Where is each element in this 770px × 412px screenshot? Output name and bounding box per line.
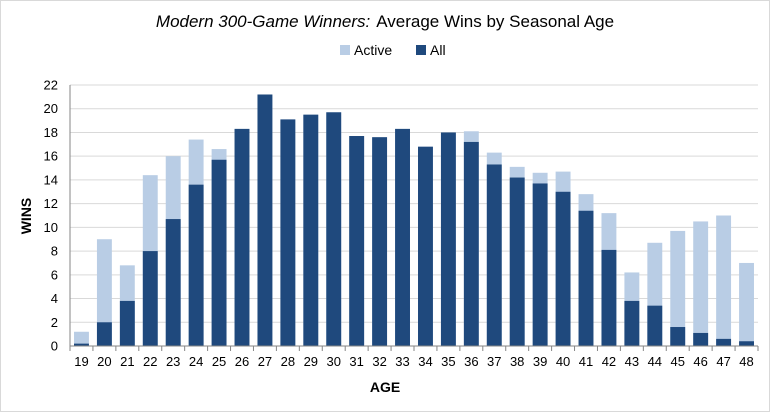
x-tick-label: 30 bbox=[326, 354, 340, 369]
gridlines bbox=[70, 84, 758, 323]
bar-all bbox=[142, 251, 158, 346]
bar-all bbox=[211, 159, 227, 346]
x-tick-label: 41 bbox=[579, 354, 593, 369]
x-tick-label: 32 bbox=[372, 354, 386, 369]
x-tick-label: 21 bbox=[120, 354, 134, 369]
bar-active bbox=[96, 239, 112, 346]
legend-swatch bbox=[340, 45, 350, 55]
bar-all bbox=[349, 136, 365, 346]
bar-all bbox=[440, 132, 456, 346]
y-tick-label: 6 bbox=[51, 267, 58, 282]
bar-all bbox=[509, 177, 525, 346]
x-tick-label: 43 bbox=[625, 354, 639, 369]
x-tick-label: 20 bbox=[97, 354, 111, 369]
chart-title-rest: Average Wins by Seasonal Age bbox=[376, 12, 614, 31]
x-tick-label: 23 bbox=[166, 354, 180, 369]
bar-active bbox=[74, 331, 89, 346]
bar-all bbox=[326, 112, 342, 346]
bar-all bbox=[165, 219, 181, 346]
bar-all bbox=[463, 141, 479, 346]
bar-all bbox=[532, 183, 548, 346]
y-tick-label: 0 bbox=[51, 339, 58, 354]
legend: Active All bbox=[340, 42, 446, 58]
bar-all bbox=[418, 146, 433, 346]
x-tick-label: 27 bbox=[258, 354, 272, 369]
x-tick-label: 44 bbox=[648, 354, 662, 369]
y-tick-label: 2 bbox=[51, 315, 58, 330]
x-axis-label: AGE bbox=[370, 379, 400, 395]
bar-all bbox=[74, 343, 89, 346]
bar-all bbox=[303, 114, 319, 346]
x-tick-label: 48 bbox=[739, 354, 753, 369]
x-tick-label: 28 bbox=[281, 354, 295, 369]
bar-all bbox=[739, 341, 754, 346]
bar-all bbox=[716, 338, 732, 346]
y-tick-label: 8 bbox=[51, 244, 58, 259]
x-tick-label: 31 bbox=[349, 354, 363, 369]
bar-all bbox=[601, 249, 617, 346]
x-tick-label: 22 bbox=[143, 354, 157, 369]
bar-all bbox=[280, 119, 296, 347]
x-tick-label: 19 bbox=[74, 354, 88, 369]
y-axis-label: WINS bbox=[18, 198, 34, 235]
bar-all bbox=[96, 322, 112, 346]
y-tick-label: 4 bbox=[51, 291, 58, 306]
x-tick-label: 46 bbox=[693, 354, 707, 369]
x-tick-label: 45 bbox=[670, 354, 684, 369]
bar-all bbox=[624, 300, 640, 346]
x-tick-label: 37 bbox=[487, 354, 501, 369]
bar-active bbox=[670, 230, 686, 346]
y-tick-label: 22 bbox=[44, 78, 58, 93]
bar-all bbox=[395, 128, 410, 346]
chart-title-italic: Modern 300-Game Winners: bbox=[156, 12, 371, 31]
bar-all bbox=[486, 164, 502, 346]
bar-all bbox=[372, 137, 388, 346]
x-tick-label: 36 bbox=[464, 354, 478, 369]
y-tick-label: 16 bbox=[44, 149, 58, 164]
y-tick-label: 20 bbox=[44, 101, 58, 116]
bar-all bbox=[670, 327, 686, 346]
x-tick-label: 26 bbox=[235, 354, 249, 369]
x-tick-label: 24 bbox=[189, 354, 203, 369]
legend-swatch bbox=[416, 45, 426, 55]
bar-all bbox=[555, 191, 571, 346]
bars bbox=[74, 94, 754, 347]
bar-active bbox=[716, 215, 732, 346]
y-tick-label: 14 bbox=[44, 172, 58, 187]
x-tick-label: 35 bbox=[441, 354, 455, 369]
x-tick-label: 34 bbox=[418, 354, 432, 369]
x-tick-label: 40 bbox=[556, 354, 570, 369]
legend-label: All bbox=[430, 42, 446, 58]
legend-label: Active bbox=[354, 42, 392, 58]
x-tick-label: 33 bbox=[395, 354, 409, 369]
bar-all bbox=[647, 305, 663, 346]
bar-all bbox=[693, 332, 709, 346]
x-tick-label: 42 bbox=[602, 354, 616, 369]
y-tick-label: 18 bbox=[44, 125, 58, 140]
bar-all bbox=[234, 128, 250, 346]
x-tick-label: 25 bbox=[212, 354, 226, 369]
bar-active bbox=[693, 221, 709, 346]
x-tick-label: 39 bbox=[533, 354, 547, 369]
bar-all bbox=[257, 94, 273, 346]
y-tick-label: 12 bbox=[44, 196, 58, 211]
bar-all bbox=[188, 184, 204, 346]
bar-all bbox=[119, 300, 135, 346]
bar-all bbox=[578, 210, 594, 346]
x-tick-label: 29 bbox=[304, 354, 318, 369]
bar-active bbox=[739, 262, 754, 346]
x-tick-label: 38 bbox=[510, 354, 524, 369]
y-tick-label: 10 bbox=[44, 220, 58, 235]
chart-title: Modern 300-Game Winners: Average Wins by … bbox=[156, 12, 614, 31]
x-tick-label: 47 bbox=[716, 354, 730, 369]
